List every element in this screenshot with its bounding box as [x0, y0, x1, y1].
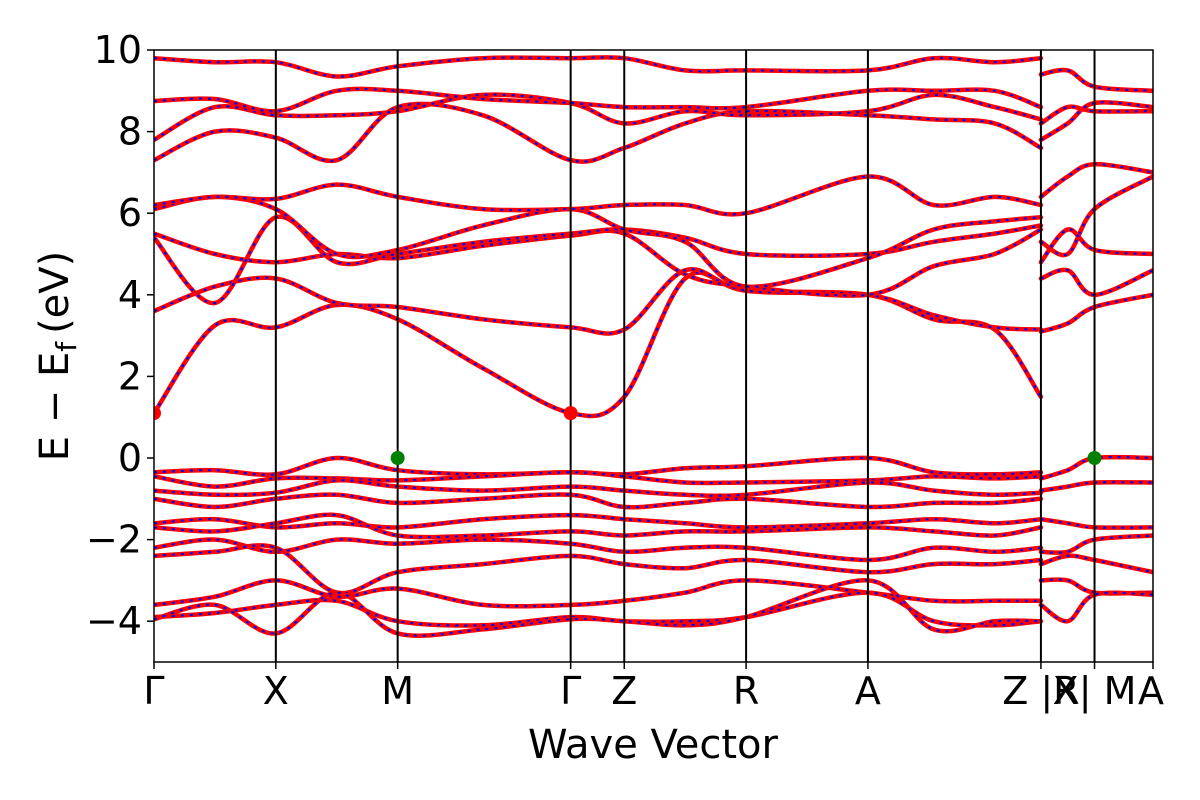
- band-edge-markers: [154, 406, 1102, 465]
- x-axis-label: Wave Vector: [528, 722, 779, 768]
- band-tail-1-spin-down: [1040, 175, 1153, 257]
- vbm-marker-2: [390, 451, 405, 465]
- band-11-spin-down: [154, 471, 1041, 488]
- band-tail-6-spin-up: [1038, 104, 1153, 126]
- band-18-spin-down: [154, 579, 1041, 608]
- band-tail-12-spin-up: [1038, 553, 1153, 575]
- band-tail-13-spin-down: [1040, 578, 1153, 595]
- band-8-spin-up: [154, 86, 1044, 114]
- band-4-spin-up: [154, 194, 1044, 290]
- y-tick-label-1: −2: [86, 518, 142, 562]
- band-tail-13-spin-up: [1038, 577, 1153, 596]
- band-6-spin-down: [154, 102, 1042, 163]
- band-tail-5-spin-up: [1038, 67, 1153, 94]
- y-axis-label-sub: f: [50, 341, 83, 352]
- band-tail-2-spin-down: [1040, 228, 1153, 263]
- x-tick-label-5: R: [733, 669, 759, 713]
- band-2-spin-down: [154, 228, 1042, 297]
- band-tail-5-spin-down: [1040, 68, 1153, 92]
- plot-frame: [153, 49, 1154, 663]
- band-tail-11-spin-up: [1038, 533, 1153, 555]
- band-tail-9-spin-down: [1040, 481, 1153, 492]
- x-tick-label-2: M: [381, 669, 414, 713]
- band-tail-4-spin-up: [1038, 292, 1153, 334]
- y-axis-label: E − Ef (eV): [32, 251, 83, 462]
- y-tick-label-7: 10: [94, 28, 142, 72]
- y-axis-label-main: E − E: [32, 352, 78, 462]
- band-16-spin-down: [154, 538, 1041, 562]
- band-tail-8-spin-up: [1038, 454, 1153, 481]
- high-symmetry-lines: [274, 50, 1096, 662]
- band-tail-1-spin-up: [1038, 174, 1153, 258]
- band-tail-11-spin-down: [1040, 534, 1153, 554]
- band-5-spin-up: [154, 174, 1044, 217]
- band-20-spin-up: [154, 578, 1044, 638]
- cbm-marker-1: [563, 406, 578, 421]
- band-tail-7-spin-down: [1040, 101, 1153, 141]
- band-tail-2-spin-up: [1038, 227, 1153, 265]
- band-tail-0-spin-down: [1040, 163, 1153, 198]
- band-12-spin-down: [154, 479, 1041, 497]
- y-tick-label-2: 0: [118, 436, 142, 480]
- y-axis-label-unit: (eV): [32, 251, 78, 334]
- band-14-spin-down: [154, 513, 1041, 529]
- x-tick-label-1: X: [263, 669, 289, 713]
- band-tail-4-spin-down: [1040, 293, 1153, 333]
- x-tick-label-9: A: [1138, 669, 1164, 713]
- bands-layer: [154, 55, 1153, 638]
- x-tick-label-8: X| M: [1053, 669, 1137, 714]
- band-tail-7-spin-up: [1038, 100, 1153, 143]
- band-tail-10-spin-down: [1040, 518, 1153, 529]
- band-tail-14-spin-down: [1040, 591, 1153, 623]
- band-3-spin-down: [154, 215, 1042, 305]
- band-13-spin-down: [154, 493, 1041, 509]
- band-9-spin-down: [154, 56, 1041, 78]
- y-tick-label-3: 2: [118, 354, 142, 398]
- y-tick-label-5: 6: [118, 191, 142, 235]
- x-tick-label-6: A: [855, 669, 881, 713]
- band-0-spin-up: [154, 270, 1044, 419]
- band-0-spin-down: [154, 271, 1042, 418]
- x-tick-label-0: Γ: [143, 669, 164, 713]
- band-tail-3-spin-down: [1040, 268, 1153, 296]
- y-tick-label-0: −4: [86, 599, 142, 643]
- band-9-spin-up: [154, 55, 1044, 79]
- y-tick-label-4: 4: [118, 273, 142, 317]
- band-1-spin-up: [154, 266, 1044, 336]
- band-15-spin-down: [154, 513, 1042, 539]
- cbm-marker-0: [154, 406, 161, 421]
- y-tick-label-6: 8: [118, 110, 142, 154]
- y-axis-ticks: −4 −2 0 2 4 6 8 10: [86, 28, 154, 643]
- band-17-spin-down: [154, 544, 1041, 595]
- x-tick-label-7: Z |R: [1002, 669, 1079, 714]
- vbm-marker-3: [1087, 451, 1102, 465]
- band-tail-3-spin-up: [1038, 267, 1153, 298]
- band-tail-0-spin-up: [1038, 161, 1153, 200]
- x-tick-label-4: Z: [611, 669, 637, 713]
- x-tick-label-3: Γ: [560, 669, 581, 713]
- band-12-spin-up: [154, 478, 1044, 499]
- band-7-spin-down: [154, 93, 1042, 141]
